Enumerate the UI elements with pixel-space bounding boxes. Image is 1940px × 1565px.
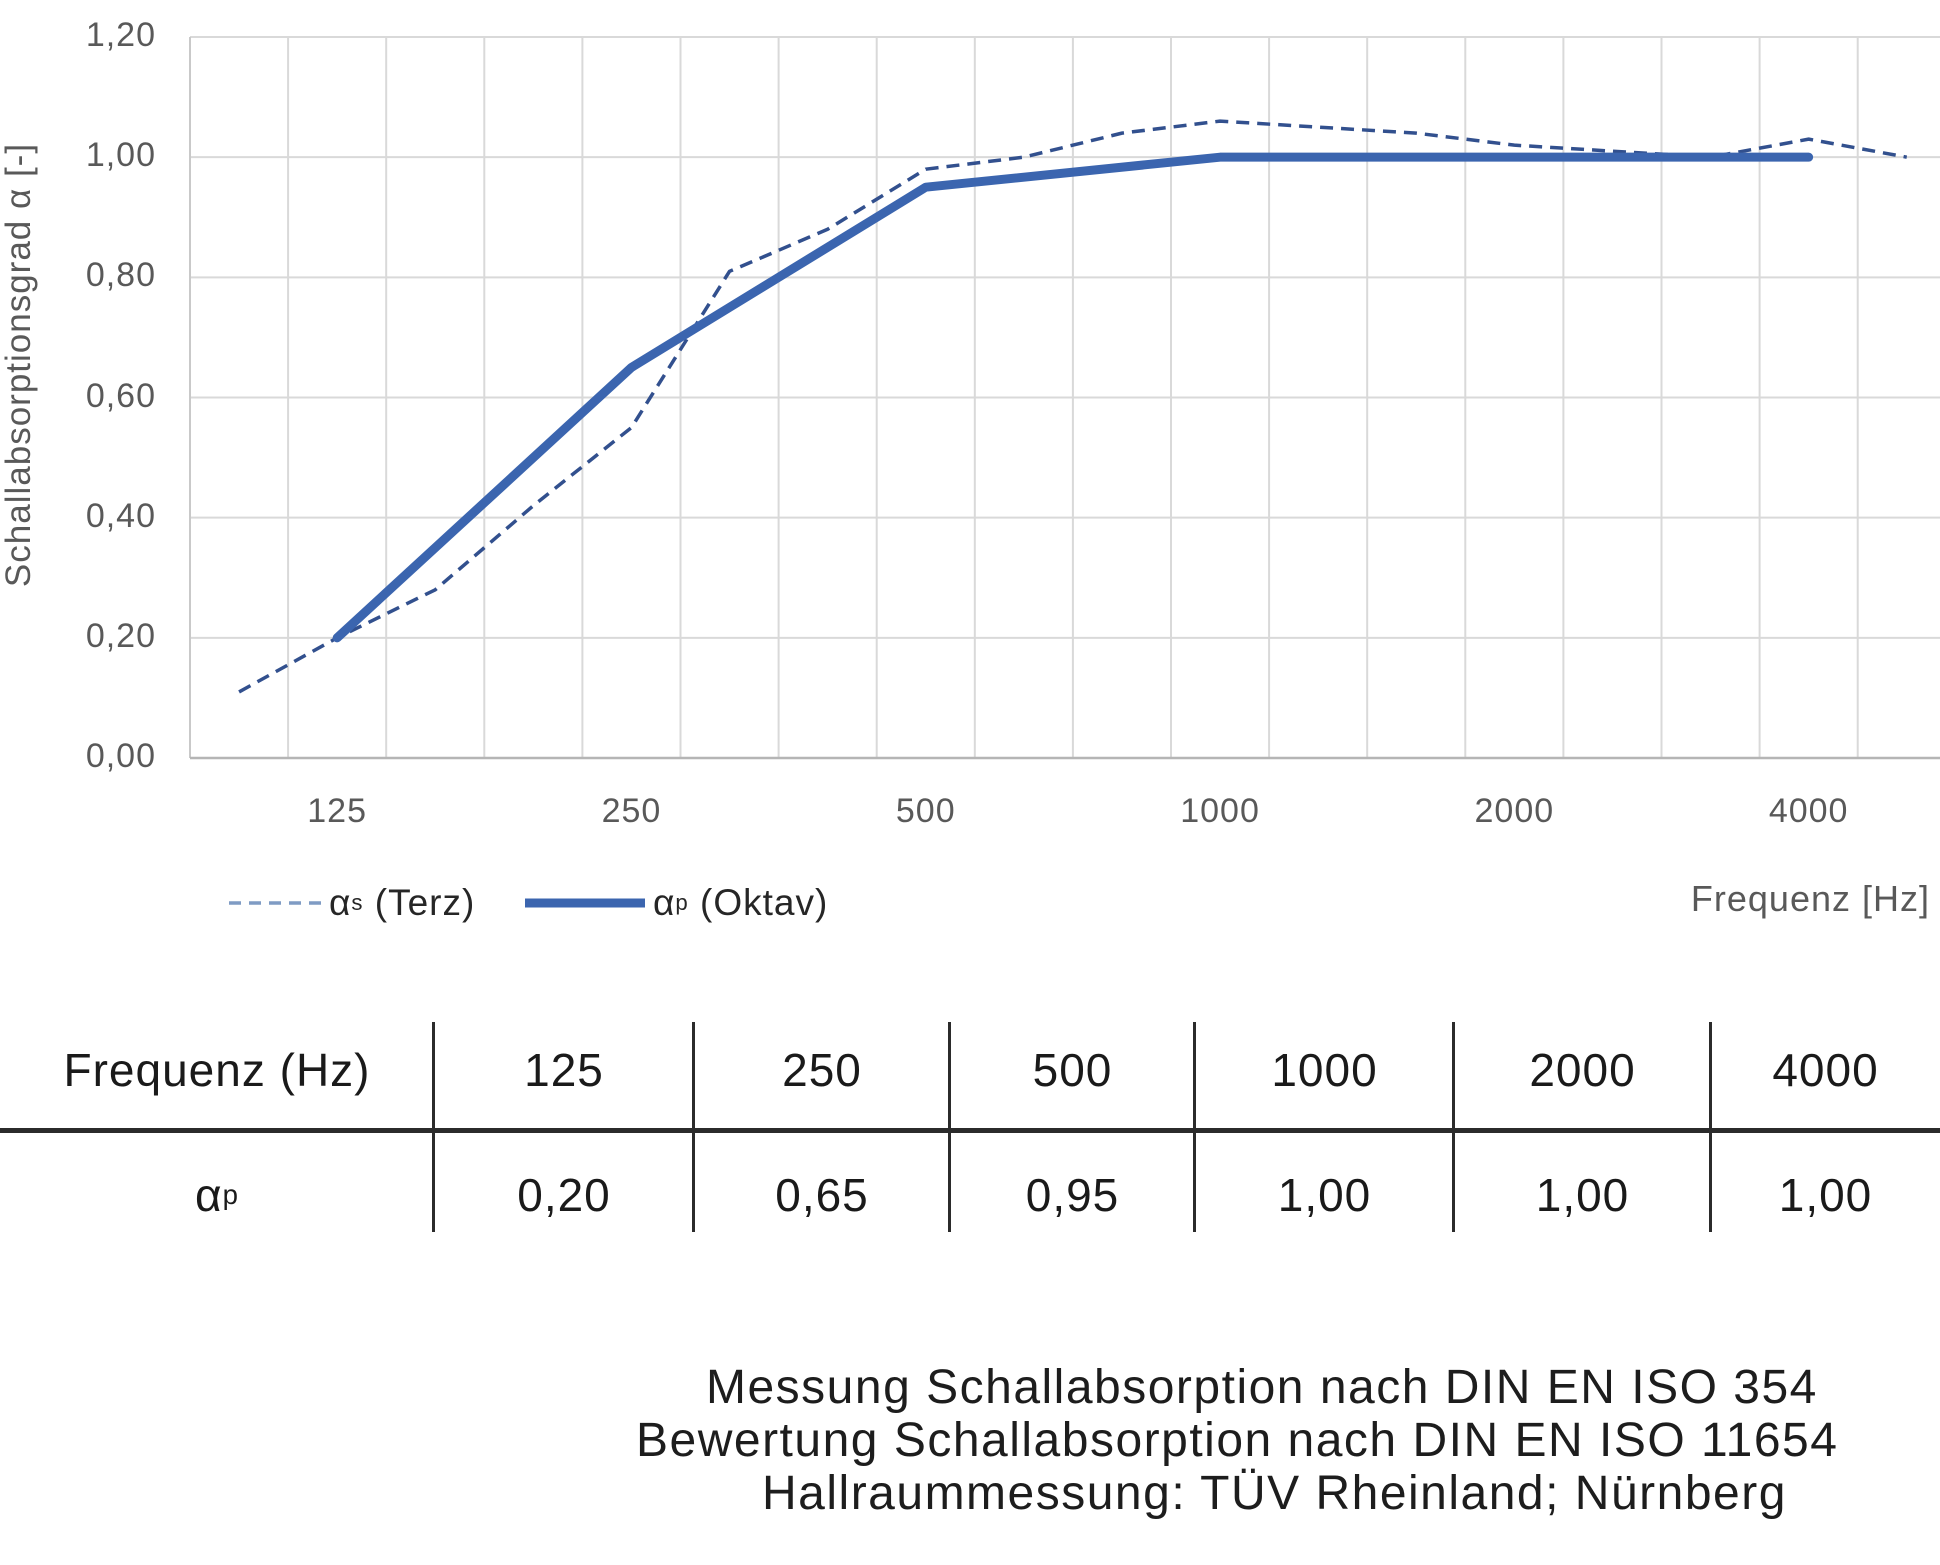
- x-tick-label: 4000: [1768, 792, 1849, 830]
- table-column-separator: [1452, 1022, 1455, 1232]
- legend-label: (Terz): [363, 882, 476, 923]
- dashed-line-sample-icon: [229, 901, 321, 905]
- footnote-rating-standard: Bewertung Schallabsorption nach DIN EN I…: [636, 1414, 1839, 1467]
- table-column-separator: [948, 1022, 951, 1232]
- solid-line-sample-icon: [525, 898, 645, 908]
- table-value-500: 0,95: [1025, 1169, 1120, 1221]
- footnote-test-lab: Hallraummessung: TÜV Rheinland; Nürnberg: [762, 1467, 1787, 1520]
- legend-label: (Oktav): [688, 882, 829, 923]
- y-tick-label: 1,00: [85, 136, 156, 175]
- x-tick-label: 250: [601, 792, 662, 830]
- table-column-separator: [692, 1022, 695, 1232]
- table-header-500: 500: [1032, 1044, 1113, 1096]
- table-header-frequency: Frequenz (Hz): [63, 1044, 371, 1096]
- x-tick-label: 125: [307, 792, 368, 830]
- table-column-separator: [432, 1022, 435, 1232]
- legend-symbol: α: [329, 882, 352, 923]
- table-header-4000: 4000: [1772, 1044, 1879, 1096]
- table-value-125: 0,20: [517, 1169, 611, 1221]
- footnote-measurement-standard: Messung Schallabsorption nach DIN EN ISO…: [706, 1361, 1818, 1414]
- table-value-2000: 1,00: [1535, 1169, 1630, 1221]
- series-alpha-s-line: [238, 119, 1908, 694]
- y-tick-label: 0,80: [85, 256, 156, 295]
- table-header-1000: 1000: [1271, 1044, 1378, 1096]
- x-axis-title: Frequenz [Hz]: [1690, 878, 1930, 919]
- table-value-1000: 1,00: [1277, 1169, 1372, 1221]
- table-column-separator: [1709, 1022, 1712, 1232]
- y-tick-label: 0,60: [85, 376, 156, 415]
- y-tick-label: 0,40: [85, 496, 156, 535]
- table-header-250: 250: [782, 1044, 862, 1096]
- table-header-2000: 2000: [1529, 1044, 1636, 1096]
- legend-symbol: α: [653, 882, 676, 923]
- table-value-4000: 1,00: [1778, 1169, 1873, 1221]
- table-value-250: 0,65: [775, 1169, 869, 1221]
- table-header-row: Frequenz (Hz) 125 250 500 1000 2000 4000: [0, 1020, 1940, 1120]
- x-tick-label: 1000: [1180, 792, 1260, 830]
- y-tick-label: 0,20: [85, 616, 156, 655]
- y-tick-label: 0,00: [85, 736, 156, 775]
- table-header-125: 125: [524, 1044, 604, 1096]
- table-row-divider: [0, 1128, 1940, 1133]
- series-alpha-p-line: [332, 152, 1814, 643]
- x-tick-label: 2000: [1474, 792, 1555, 830]
- absorption-values-table: Frequenz (Hz) 125 250 500 1000 2000 4000…: [0, 1020, 1940, 1235]
- table-column-separator: [1193, 1022, 1196, 1232]
- y-axis-title: Schallabsorptionsgrad α [-]: [0, 142, 38, 588]
- x-tick-label: 500: [895, 792, 956, 830]
- absorption-chart: [189, 36, 1940, 760]
- y-tick-label: 1,20: [85, 15, 156, 54]
